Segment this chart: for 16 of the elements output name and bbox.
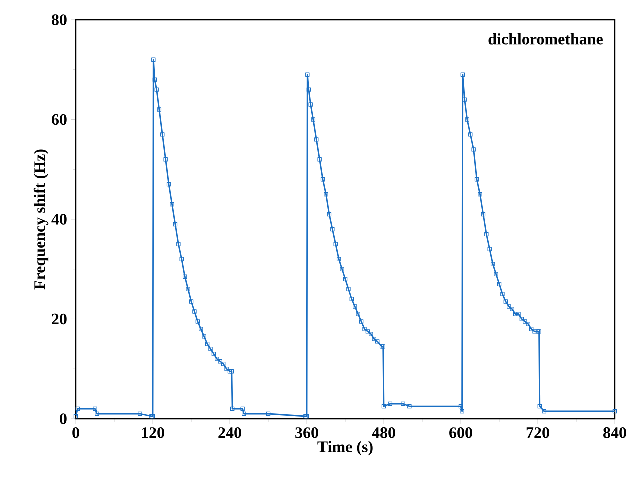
- y-tick-label: 20: [52, 314, 67, 325]
- annotation: dichloromethane: [488, 33, 603, 45]
- y-axis-title: Frequency shift (Hz): [34, 150, 49, 290]
- y-tick-label: 0: [60, 414, 67, 424]
- x-tick-label: 0: [72, 428, 80, 438]
- x-tick-label: 720: [526, 428, 550, 438]
- x-tick-label: 240: [218, 428, 242, 438]
- x-tick-label: 120: [142, 428, 164, 438]
- y-tick-label: 80: [52, 14, 67, 26]
- x-tick-label: 600: [450, 428, 472, 438]
- x-tick-label: 840: [604, 428, 626, 438]
- x-tick-label: 360: [296, 428, 318, 438]
- y-tick-label: 60: [52, 114, 67, 126]
- x-axis-title: Time (s): [318, 441, 373, 456]
- x-tick-label: 480: [372, 428, 396, 438]
- y-tick-label: 40: [52, 214, 67, 225]
